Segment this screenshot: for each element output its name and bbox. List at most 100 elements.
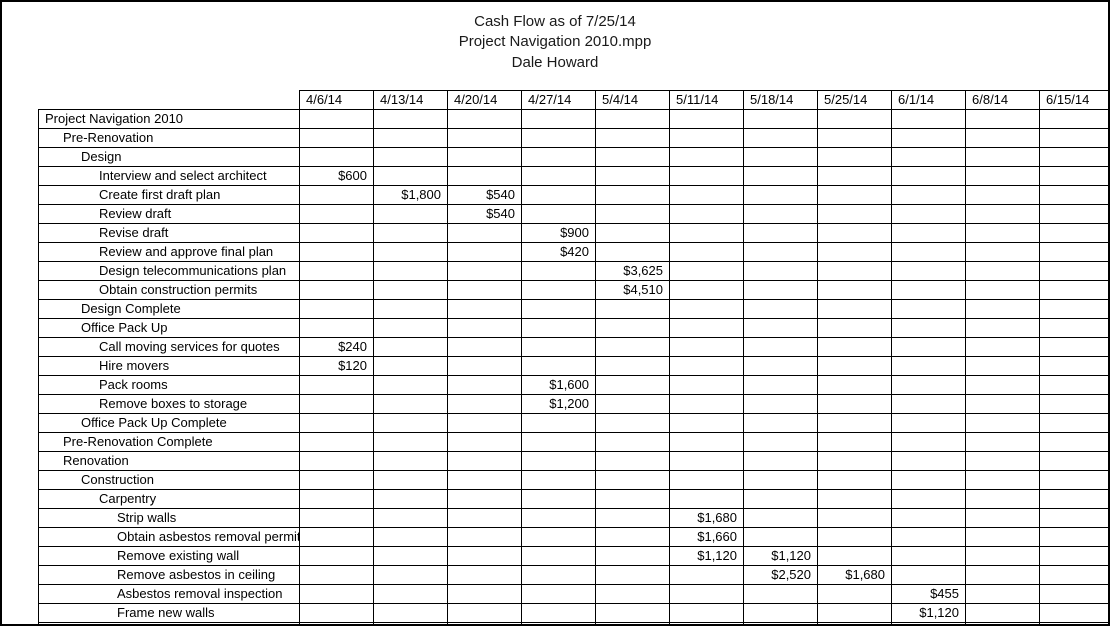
value-cell (892, 319, 966, 338)
value-cell (300, 281, 374, 300)
value-cell (818, 623, 892, 625)
value-cell (670, 585, 744, 604)
value-cell (1040, 471, 1109, 490)
value-cell (670, 490, 744, 509)
value-cell (596, 110, 670, 129)
value-cell (966, 357, 1040, 376)
value-cell: $1,200 (522, 395, 596, 414)
value-cell (966, 110, 1040, 129)
value-cell (448, 604, 522, 623)
value-cell (744, 262, 818, 281)
value-cell: $1,120 (744, 547, 818, 566)
value-cell (300, 186, 374, 205)
value-cell (966, 300, 1040, 319)
value-cell (818, 357, 892, 376)
value-cell (448, 452, 522, 471)
value-cell (744, 110, 818, 129)
task-cell: Design (39, 148, 300, 167)
task-cell: Obtain asbestos removal permit (39, 528, 300, 547)
value-cell (300, 509, 374, 528)
value-cell (522, 167, 596, 186)
value-cell (744, 338, 818, 357)
value-cell (966, 547, 1040, 566)
value-cell (300, 319, 374, 338)
table-row: Construction (39, 471, 1109, 490)
table-row: Remove existing wall$1,120$1,120 (39, 547, 1109, 566)
value-cell (374, 110, 448, 129)
value-cell (448, 129, 522, 148)
value-cell (966, 471, 1040, 490)
value-cell: $2,520 (744, 566, 818, 585)
value-cell (1040, 281, 1109, 300)
value-cell (744, 604, 818, 623)
task-cell: Office Pack Up Complete (39, 414, 300, 433)
value-cell (966, 224, 1040, 243)
value-cell (300, 452, 374, 471)
value-cell (596, 471, 670, 490)
value-cell (966, 376, 1040, 395)
task-cell: Hire movers (39, 357, 300, 376)
value-cell: $1,120 (892, 604, 966, 623)
value-cell (966, 338, 1040, 357)
value-cell (744, 300, 818, 319)
value-cell (966, 319, 1040, 338)
value-cell (744, 528, 818, 547)
value-cell (1040, 585, 1109, 604)
value-cell (892, 566, 966, 585)
value-cell: $455 (892, 585, 966, 604)
value-cell (744, 319, 818, 338)
value-cell (374, 281, 448, 300)
value-cell (1040, 167, 1109, 186)
task-cell: Renovation (39, 452, 300, 471)
value-cell (744, 281, 818, 300)
value-cell (596, 243, 670, 262)
value-cell (300, 585, 374, 604)
value-cell (522, 566, 596, 585)
value-cell (374, 205, 448, 224)
table-row: Pre-Renovation (39, 129, 1109, 148)
table-row: Frame new walls$1,120 (39, 604, 1109, 623)
value-cell (892, 224, 966, 243)
table-row: Remove asbestos in ceiling$2,520$1,680 (39, 566, 1109, 585)
value-cell (522, 623, 596, 625)
value-cell (818, 509, 892, 528)
value-cell (892, 376, 966, 395)
value-cell: $420 (522, 243, 596, 262)
value-cell (1040, 528, 1109, 547)
value-cell (300, 547, 374, 566)
value-cell (818, 148, 892, 167)
value-cell (374, 319, 448, 338)
value-cell: $1,600 (522, 376, 596, 395)
value-cell (966, 623, 1040, 625)
value-cell (300, 490, 374, 509)
value-cell (374, 357, 448, 376)
task-cell: Design Complete (39, 300, 300, 319)
value-cell (966, 205, 1040, 224)
value-cell: $1,680 (818, 566, 892, 585)
value-cell (670, 338, 744, 357)
table-row: Renovation (39, 452, 1109, 471)
value-cell (818, 167, 892, 186)
header-line-1: Cash Flow as of 7/25/14 (2, 12, 1108, 32)
table-row: Create first draft plan$1,800$540 (39, 186, 1109, 205)
value-cell (374, 243, 448, 262)
value-cell (522, 281, 596, 300)
value-cell (744, 243, 818, 262)
value-cell (892, 167, 966, 186)
table-row: Design Complete (39, 300, 1109, 319)
value-cell (744, 224, 818, 243)
value-cell (744, 585, 818, 604)
column-header: 6/8/14 (966, 91, 1040, 110)
value-cell (374, 623, 448, 625)
value-cell (448, 224, 522, 243)
value-cell (670, 281, 744, 300)
value-cell (522, 604, 596, 623)
value-cell (1040, 262, 1109, 281)
value-cell (374, 376, 448, 395)
column-header: 5/18/14 (744, 91, 818, 110)
value-cell (966, 509, 1040, 528)
value-cell (892, 243, 966, 262)
value-cell (596, 433, 670, 452)
value-cell (818, 243, 892, 262)
value-cell (448, 376, 522, 395)
